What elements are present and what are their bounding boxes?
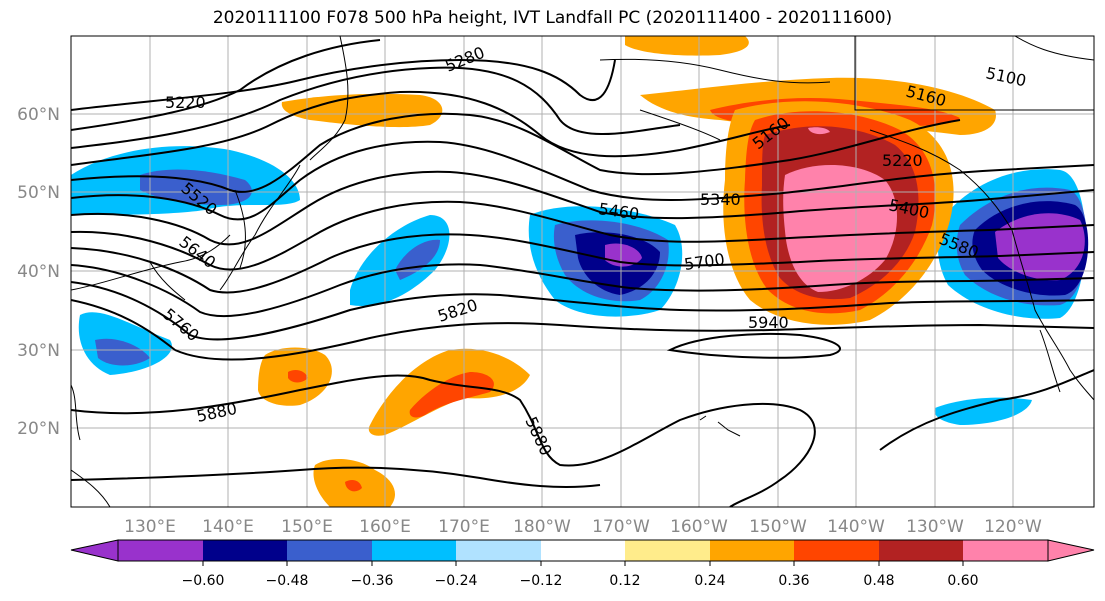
shade-blue-light bbox=[350, 215, 450, 306]
colorbar-label: 0.24 bbox=[694, 573, 725, 589]
shade-red bbox=[288, 370, 308, 383]
shade-red bbox=[345, 480, 362, 492]
lon-label: 170°E bbox=[438, 517, 490, 537]
colorbar-bin bbox=[710, 540, 794, 561]
colorbar-extend-max bbox=[1047, 539, 1095, 562]
lat-label: 20°N bbox=[17, 419, 60, 439]
shade-blue-mid bbox=[140, 169, 252, 205]
colorbar-label: 0.60 bbox=[947, 573, 978, 589]
lon-label: 120°W bbox=[984, 517, 1042, 537]
lat-axis: 60°N 50°N 40°N 30°N 20°N bbox=[17, 105, 60, 439]
colorbar-bin bbox=[963, 540, 1048, 561]
lon-label: 130°E bbox=[124, 517, 176, 537]
lon-label: 150°E bbox=[281, 517, 333, 537]
ivt-shading bbox=[71, 36, 1089, 507]
colorbar: −0.60 −0.48 −0.36 −0.24 −0.12 0.12 0.24 … bbox=[70, 539, 1095, 589]
colorbar-label: −0.36 bbox=[351, 573, 394, 589]
colorbar-bin bbox=[203, 540, 287, 561]
shade-pink bbox=[783, 164, 898, 292]
shade-pink bbox=[808, 127, 830, 135]
colorbar-label: −0.12 bbox=[520, 573, 563, 589]
lon-axis: 130°E 140°E 150°E 160°E 170°E 180°W 170°… bbox=[124, 517, 1042, 537]
colorbar-bin bbox=[372, 540, 456, 561]
colorbar-bin bbox=[625, 540, 710, 561]
shade-blue-mid bbox=[95, 338, 150, 366]
lon-label: 180°W bbox=[513, 517, 571, 537]
colorbar-frame bbox=[117, 539, 1049, 562]
lon-label: 160°W bbox=[670, 517, 728, 537]
colorbar-label: −0.60 bbox=[182, 573, 225, 589]
lon-label: 170°W bbox=[592, 517, 650, 537]
shade-blue-mid bbox=[395, 239, 440, 280]
contour-label: 5220 bbox=[165, 93, 206, 112]
height-contours bbox=[71, 39, 1094, 507]
contour-label: 5340 bbox=[700, 190, 741, 209]
colorbar-bin bbox=[794, 540, 879, 561]
colorbar-bin bbox=[541, 540, 625, 561]
coastlines bbox=[71, 36, 1094, 507]
contour-label: 5220 bbox=[882, 151, 923, 170]
colorbar-bin bbox=[456, 540, 541, 561]
colorbar-label: 0.48 bbox=[863, 573, 894, 589]
lon-label: 160°E bbox=[359, 517, 411, 537]
colorbar-extend-min bbox=[70, 539, 119, 562]
shade-orange bbox=[625, 36, 749, 56]
colorbar-label: −0.24 bbox=[435, 573, 478, 589]
colorbar-label: 0.36 bbox=[778, 573, 809, 589]
lat-label: 50°N bbox=[17, 183, 60, 203]
lon-label: 130°W bbox=[906, 517, 964, 537]
colorbar-label: 0.12 bbox=[609, 573, 640, 589]
colorbar-bin bbox=[118, 540, 203, 561]
shade-red bbox=[409, 372, 494, 418]
shade-orange bbox=[281, 93, 443, 128]
shade-purple bbox=[995, 213, 1085, 281]
colorbar-bin bbox=[879, 540, 963, 561]
lon-label: 140°W bbox=[827, 517, 885, 537]
lat-label: 60°N bbox=[17, 105, 60, 125]
lat-label: 40°N bbox=[17, 262, 60, 282]
map-title: 2020111100 F078 500 hPa height, IVT Land… bbox=[212, 8, 893, 28]
colorbar-label: −0.48 bbox=[266, 573, 309, 589]
colorbar-bin bbox=[287, 540, 372, 561]
map-plot: 5100 5160 5160 5220 5220 5280 5340 5400 … bbox=[71, 36, 1094, 507]
contour-label: 5940 bbox=[748, 313, 789, 332]
lon-label: 140°E bbox=[202, 517, 254, 537]
lat-label: 30°N bbox=[17, 341, 60, 361]
map-frame bbox=[70, 35, 1095, 508]
lon-label: 150°W bbox=[749, 517, 807, 537]
shade-blue-light bbox=[934, 397, 1032, 425]
